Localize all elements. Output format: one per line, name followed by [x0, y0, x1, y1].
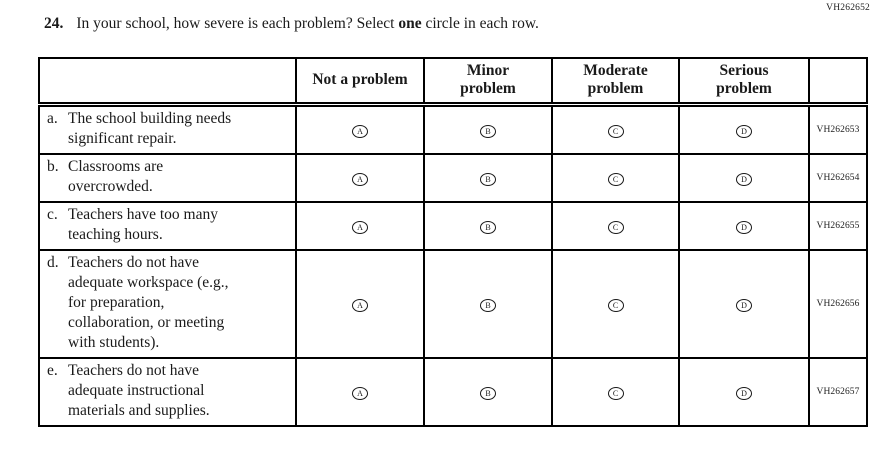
option-letter: B [485, 174, 491, 184]
option-circle-b[interactable]: B [480, 387, 496, 400]
option-cell: C [551, 103, 680, 155]
row-text: Teachers do not have adequate instructio… [68, 361, 210, 419]
table-row: d. Teachers do not have adequate workspa… [38, 248, 868, 359]
option-letter: C [612, 222, 619, 232]
option-circle-c[interactable]: C [607, 125, 624, 138]
row-letter: d. [47, 253, 59, 271]
option-cell: D [678, 248, 810, 359]
option-letter: B [485, 126, 491, 136]
header-serious-problem: Serious problem [678, 57, 810, 107]
row-code: VH262657 [808, 356, 868, 427]
option-letter: D [741, 174, 747, 184]
row-letter: a. [47, 109, 58, 127]
option-circle-b[interactable]: B [480, 173, 496, 186]
question-prompt: 24. In your school, how severe is each p… [44, 14, 539, 34]
table-row: e. Teachers do not have adequate instruc… [38, 356, 868, 427]
option-cell: B [423, 356, 553, 427]
row-letter: e. [47, 361, 58, 379]
option-cell: C [551, 356, 680, 427]
option-cell: A [295, 356, 425, 427]
header-code-blank [808, 57, 868, 107]
header-moderate-problem: Moderate problem [551, 57, 680, 107]
option-cell: C [551, 200, 680, 251]
option-letter: C [612, 174, 619, 184]
header-blank [38, 57, 297, 107]
option-letter: C [612, 388, 619, 398]
question-number: 24. [44, 15, 64, 32]
option-letter: B [485, 222, 491, 232]
option-cell: C [551, 248, 680, 359]
option-circle-d[interactable]: D [736, 221, 752, 234]
option-circle-c[interactable]: C [607, 221, 624, 234]
option-circle-d[interactable]: D [736, 299, 752, 312]
header-minor-problem: Minor problem [423, 57, 553, 107]
row-code: VH262655 [808, 200, 868, 251]
row-code: VH262656 [808, 248, 868, 359]
question-text: In your school, how severe is each probl… [76, 15, 539, 32]
option-letter: B [485, 388, 491, 398]
option-letter: A [357, 126, 363, 136]
option-cell: A [295, 103, 425, 155]
row-question-cell: d. Teachers do not have adequate workspa… [38, 248, 297, 359]
table-row: b. Classrooms are overcrowded. A B C D V… [38, 152, 868, 203]
option-letter: D [741, 300, 747, 310]
row-text: Classrooms are overcrowded. [68, 157, 164, 195]
option-circle-b[interactable]: B [480, 221, 496, 234]
option-circle-a[interactable]: A [352, 299, 368, 312]
option-letter: C [612, 126, 619, 136]
option-circle-b[interactable]: B [480, 299, 496, 312]
page-accession-code: VH262652 [826, 3, 870, 13]
option-cell: B [423, 200, 553, 251]
header-row: Not a problem Minor problem Moderate pro… [38, 57, 868, 107]
option-circle-c[interactable]: C [607, 299, 624, 312]
option-cell: A [295, 248, 425, 359]
option-circle-c[interactable]: C [607, 387, 624, 400]
row-text: Teachers have too many teaching hours. [68, 205, 218, 243]
row-code: VH262654 [808, 152, 868, 203]
option-cell: A [295, 200, 425, 251]
table-row: c. Teachers have too many teaching hours… [38, 200, 868, 251]
table-row: a. The school building needs significant… [38, 103, 868, 155]
option-cell: B [423, 103, 553, 155]
option-letter: A [357, 300, 363, 310]
option-letter: C [612, 300, 619, 310]
question-emphasis: one [398, 15, 422, 32]
row-question-cell: c. Teachers have too many teaching hours… [38, 200, 297, 251]
option-cell: B [423, 152, 553, 203]
row-question-cell: e. Teachers do not have adequate instruc… [38, 356, 297, 427]
option-circle-a[interactable]: A [352, 387, 368, 400]
option-circle-d[interactable]: D [736, 173, 752, 186]
option-circle-a[interactable]: A [352, 125, 368, 138]
option-letter: B [485, 300, 491, 310]
option-cell: D [678, 152, 810, 203]
header-not-a-problem: Not a problem [295, 57, 425, 107]
option-letter: D [741, 222, 747, 232]
option-circle-d[interactable]: D [736, 387, 752, 400]
option-letter: D [741, 388, 747, 398]
option-circle-a[interactable]: A [352, 221, 368, 234]
option-circle-c[interactable]: C [607, 173, 624, 186]
row-question-cell: a. The school building needs significant… [38, 103, 297, 155]
option-cell: D [678, 103, 810, 155]
option-cell: D [678, 356, 810, 427]
row-question-cell: b. Classrooms are overcrowded. [38, 152, 297, 203]
option-cell: D [678, 200, 810, 251]
option-cell: A [295, 152, 425, 203]
option-circle-b[interactable]: B [480, 125, 496, 138]
severity-rating-table: Not a problem Minor problem Moderate pro… [38, 57, 868, 427]
option-letter: A [357, 388, 363, 398]
row-text: Teachers do not have adequate workspace … [68, 253, 229, 351]
row-letter: b. [47, 157, 59, 175]
option-circle-d[interactable]: D [736, 125, 752, 138]
option-cell: B [423, 248, 553, 359]
row-code: VH262653 [808, 103, 868, 155]
option-cell: C [551, 152, 680, 203]
option-circle-a[interactable]: A [352, 173, 368, 186]
option-letter: A [357, 222, 363, 232]
row-letter: c. [47, 205, 58, 223]
option-letter: A [357, 174, 363, 184]
row-text: The school building needs significant re… [68, 109, 232, 147]
option-letter: D [741, 126, 747, 136]
